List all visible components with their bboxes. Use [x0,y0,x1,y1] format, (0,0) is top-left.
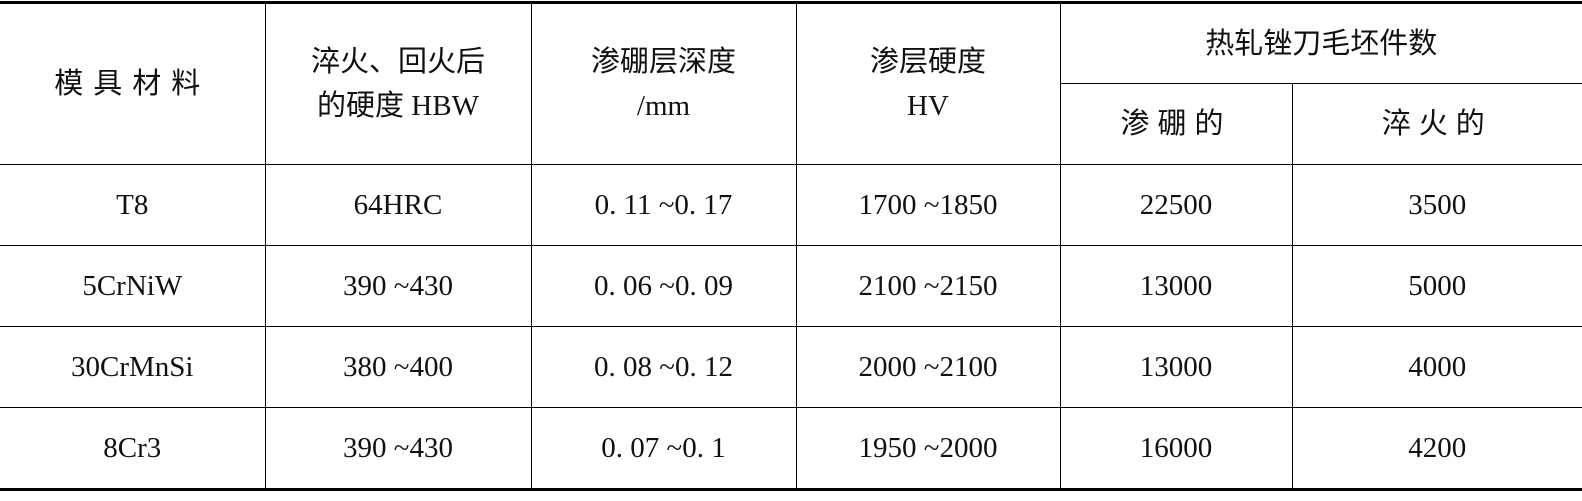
data-cell: 3500 [1291,164,1582,246]
data-table: 模具材料 淬火、回火后 的硬度 HBW 渗硼层深度 /mm 渗层硬度 HV 热轧锉刀毛坯… [0,1,1582,491]
header-cell: 渗层硬度 HV [795,2,1061,165]
header-cell: 渗硼层深度 /mm [530,2,797,165]
data-cell: 0. 11 ~0. 17 [530,164,797,246]
header-cell: 模具材料 [0,2,266,165]
data-cell: 4200 [1291,407,1582,490]
data-cell: 390 ~430 [264,407,532,490]
data-cell: 13000 [1059,326,1293,408]
data-cell: 64HRC [264,164,532,246]
data-cell: 380 ~400 [264,326,532,408]
data-row: 5CrNiW 390 ~430 0. 06 ~0. 09 2100 ~2150 1300… [0,245,1582,327]
data-cell: 5000 [1291,245,1582,327]
data-cell: 1700 ~1850 [795,164,1061,246]
header-cell: 淬火、回火后 的硬度 HBW [264,2,532,165]
header-cell: 淬火的 [1291,83,1582,165]
data-cell: 30CrMnSi [0,326,266,408]
data-cell: 2000 ~2100 [795,326,1061,408]
data-cell: 22500 [1059,164,1293,246]
data-cell: T8 [0,164,266,246]
data-cell: 13000 [1059,245,1293,327]
data-cell: 390 ~430 [264,245,532,327]
data-cell: 16000 [1059,407,1293,490]
data-cell: 0. 08 ~0. 12 [530,326,797,408]
data-row: T8 64HRC 0. 11 ~0. 17 1700 ~1850 22500 3500 [0,164,1582,246]
data-cell: 4000 [1291,326,1582,408]
data-cell: 8Cr3 [0,407,266,490]
data-cell: 5CrNiW [0,245,266,327]
header-row: 渗硼的 淬火的 [0,83,1582,165]
data-cell: 1950 ~2000 [795,407,1061,490]
data-row: 8Cr3 390 ~430 0. 07 ~0. 1 1950 ~2000 16000 42… [0,407,1582,490]
data-row: 30CrMnSi 380 ~400 0. 08 ~0. 12 2000 ~2100 13… [0,326,1582,408]
header-row: 模具材料 淬火、回火后 的硬度 HBW 渗硼层深度 /mm 渗层硬度 HV 热轧锉刀毛坯… [0,2,1582,165]
header-cell: 渗硼的 [1060,83,1293,165]
data-cell: 2100 ~2150 [795,245,1061,327]
data-cell: 0. 06 ~0. 09 [530,245,797,327]
data-cell: 0. 07 ~0. 1 [530,407,797,490]
header-cell: 热轧锉刀毛坯件数 [1059,2,1582,84]
